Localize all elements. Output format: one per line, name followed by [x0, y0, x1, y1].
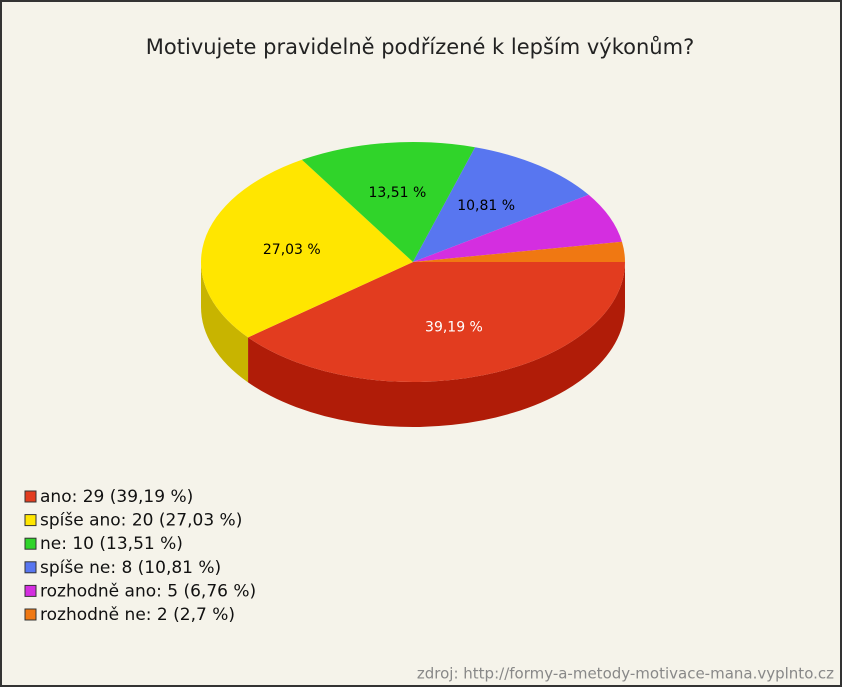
slice [248, 262, 626, 428]
legend-swatch [24, 608, 37, 621]
slice [413, 194, 622, 262]
slice-side [201, 262, 249, 383]
data-label: 10,81 % [457, 198, 515, 214]
slice-top [301, 142, 476, 262]
source: zdroj: http://formy-a-metody-motivace-ma… [417, 665, 834, 683]
slice-top [248, 262, 626, 382]
data-label: 27,03 % [263, 242, 321, 258]
slice-side [248, 262, 626, 428]
slice [413, 241, 625, 262]
legend-swatch [24, 584, 37, 597]
legend-swatch [24, 514, 37, 527]
slice-top [413, 241, 625, 262]
slice [301, 142, 476, 262]
chart-title: Motivujete pravidelně podřízené k lepším… [146, 35, 694, 59]
legend-label: ano: 29 (39,19 %) [40, 487, 193, 507]
legend-swatch [24, 490, 37, 503]
legend-label: rozhodně ano: 5 (6,76 %) [40, 581, 256, 601]
data-label: 39,19 % [425, 320, 483, 336]
legend-label: spíše ne: 8 (10,81 %) [40, 558, 221, 578]
slice-top [413, 194, 622, 262]
legend-label: rozhodně ne: 2 (2,7 %) [40, 605, 235, 625]
data-label: 13,51 % [368, 185, 426, 201]
legend-label: ne: 10 (13,51 %) [40, 534, 183, 554]
legend-swatch [24, 561, 37, 574]
slice-top [413, 147, 589, 262]
legend-label: spíše ano: 20 (27,03 %) [40, 511, 242, 531]
slice [413, 147, 589, 262]
slice [200, 159, 413, 383]
legend-swatch [24, 537, 37, 550]
slice-top [200, 159, 413, 338]
